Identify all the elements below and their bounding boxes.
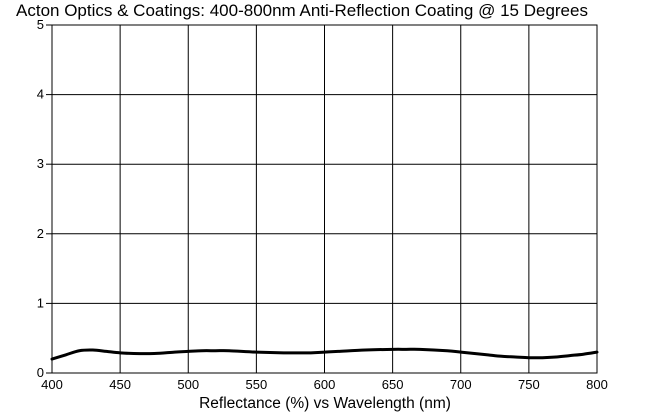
x-tick-label: 550 — [246, 377, 268, 392]
reflectance-curve — [50, 347, 599, 361]
y-tick-label: 4 — [37, 87, 44, 102]
chart-title: Acton Optics & Coatings: 400-800nm Anti-… — [16, 1, 588, 20]
y-tick-label: 2 — [37, 226, 44, 241]
x-tick-label: 700 — [450, 377, 472, 392]
y-tick-label: 3 — [37, 156, 44, 171]
x-axis-title: Reflectance (%) vs Wavelength (nm) — [199, 395, 451, 412]
tick-labels: 400 450 500 550 600 650 700 750 800 0 1 2 3 4 5 — [37, 17, 608, 392]
x-tick-label: 650 — [382, 377, 404, 392]
x-tick-label: 450 — [109, 377, 131, 392]
grid-lines — [46, 24, 598, 374]
x-tick-label: 750 — [518, 377, 540, 392]
y-tick-label: 5 — [37, 17, 44, 32]
x-tick-label: 600 — [314, 377, 336, 392]
data-series — [50, 347, 599, 361]
plot-frame — [51, 24, 598, 374]
x-tick-label: 800 — [586, 377, 608, 392]
x-tick-label: 500 — [177, 377, 199, 392]
y-tick-label: 1 — [37, 295, 44, 310]
y-tick-label: 0 — [37, 365, 44, 380]
x-tick-label: 400 — [41, 377, 63, 392]
